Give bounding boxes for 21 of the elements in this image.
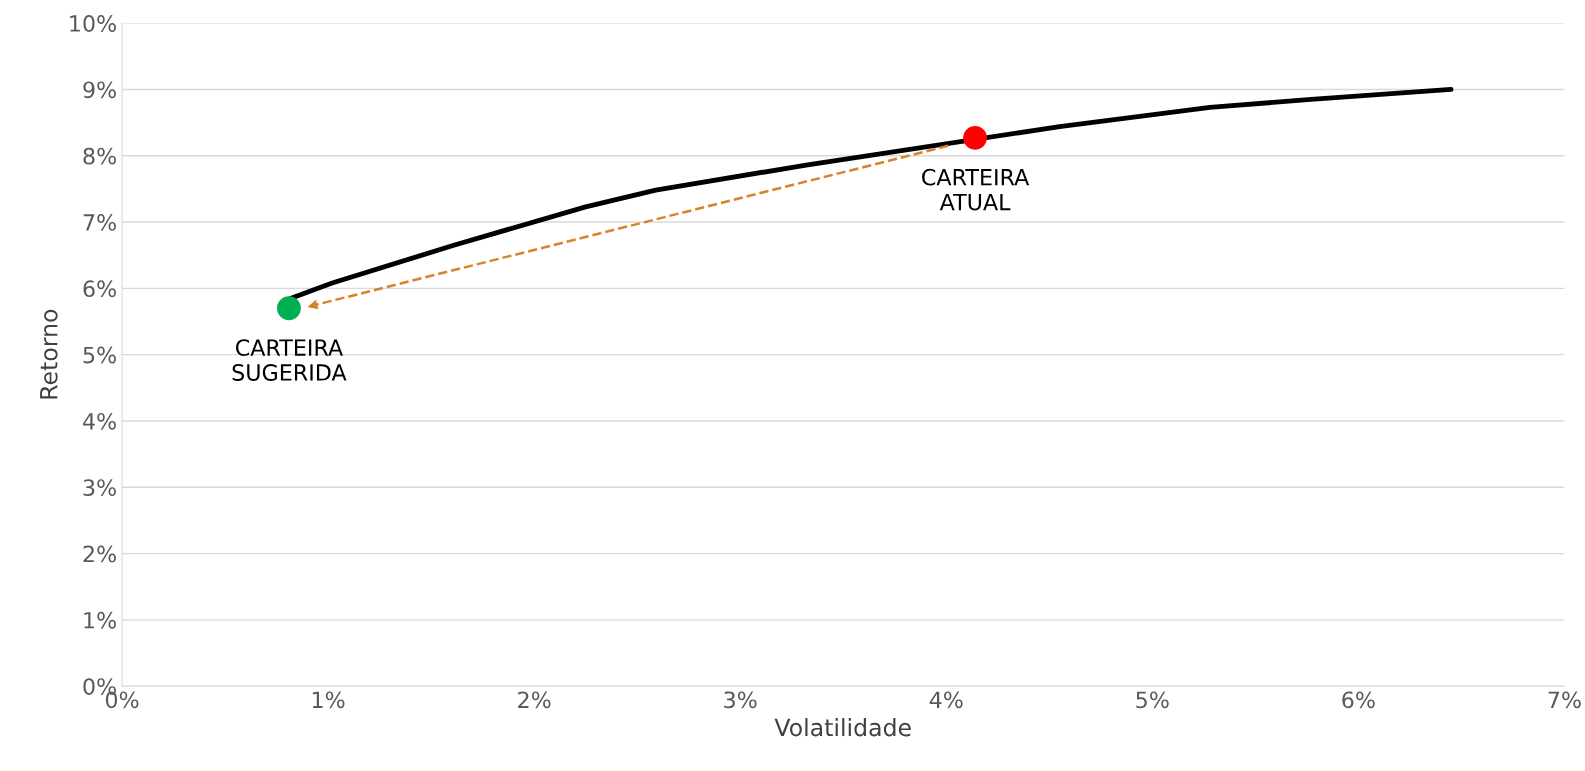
x-axis-title: Volatilidade (774, 718, 911, 737)
y-tick-label: 8% (83, 147, 116, 165)
y-tick-label: 9% (83, 81, 116, 99)
y-tick-label: 2% (83, 545, 116, 563)
y-tick-label: 4% (83, 412, 116, 430)
y-tick-label: 7% (83, 214, 116, 231)
x-tick-label: 4% (929, 691, 963, 709)
y-tick-label: 6% (83, 280, 116, 298)
x-tick-label: 7% (1548, 691, 1581, 709)
y-axis-title: Retorno (40, 309, 58, 399)
x-tick-label: 3% (724, 691, 757, 709)
y-tick-label: 5% (83, 346, 116, 364)
x-tick-label: 6% (1342, 691, 1375, 709)
y-tick-label: 3% (83, 479, 116, 497)
annotation: CARTEIRA SUGERIDA (232, 339, 347, 381)
x-tick-label: 2% (518, 691, 551, 709)
y-tick-label: 1% (84, 611, 116, 629)
annotation: CARTEIRA ATUAL (922, 168, 1030, 211)
y-tick-label: 10% (70, 15, 116, 32)
x-tick-label: 5% (1136, 691, 1169, 709)
x-tick-label: 1% (312, 691, 345, 709)
